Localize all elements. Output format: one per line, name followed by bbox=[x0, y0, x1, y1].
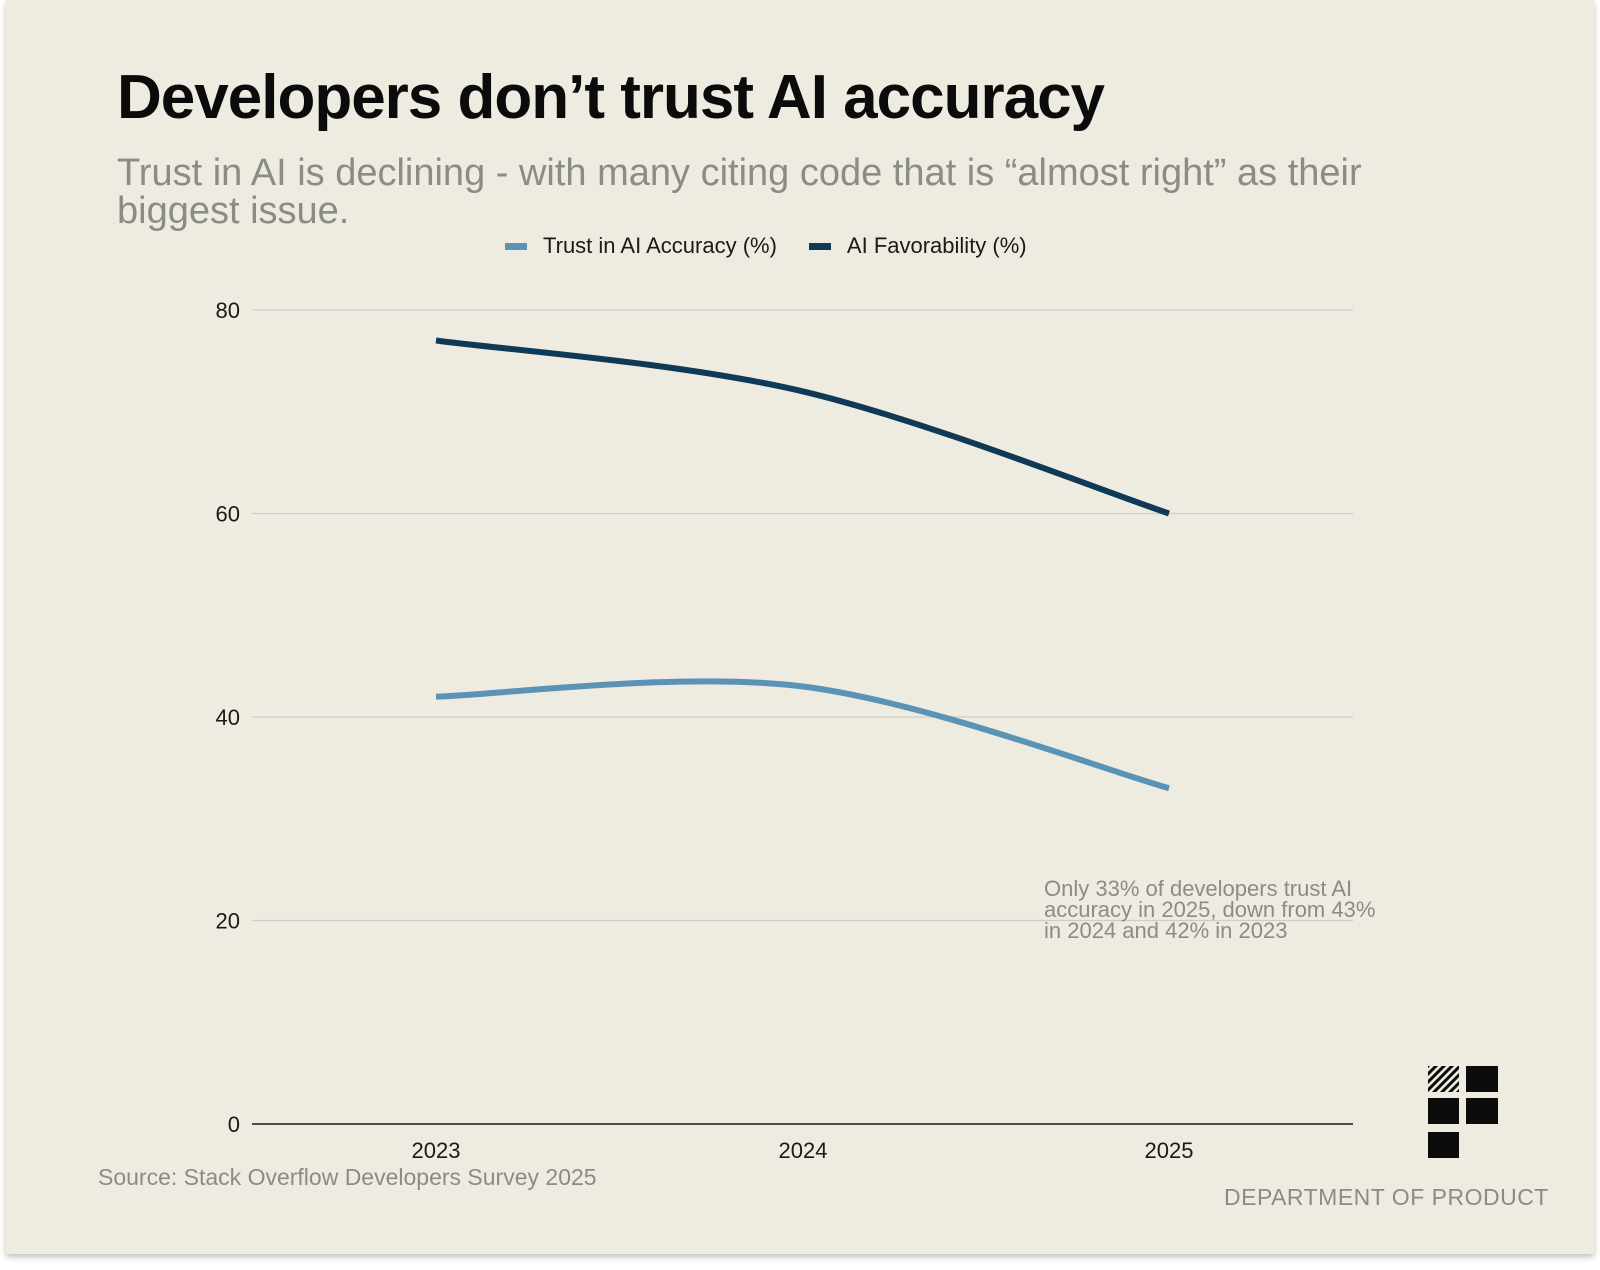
data-point bbox=[803, 686, 804, 687]
legend-swatch-favorability bbox=[808, 242, 831, 250]
legend-item-favorability: AI Favorability (%) bbox=[808, 233, 1027, 259]
y-tick-label: 0 bbox=[228, 1112, 240, 1137]
chart-annotation: Only 33% of developers trust AI accuracy … bbox=[1044, 876, 1375, 943]
x-tick-label: 2023 bbox=[412, 1138, 461, 1163]
legend: Trust in AI Accuracy (%) AI Favorability… bbox=[505, 233, 1027, 259]
y-tick-label: 20 bbox=[216, 909, 240, 934]
data-point bbox=[1169, 513, 1170, 514]
data-point bbox=[436, 340, 437, 341]
y-tick-label: 60 bbox=[216, 502, 240, 527]
legend-label-trust: Trust in AI Accuracy (%) bbox=[543, 233, 777, 258]
annotation-line: accuracy in 2025, down from 43% bbox=[1044, 897, 1375, 922]
source-note: Source: Stack Overflow Developers Survey… bbox=[98, 1164, 597, 1190]
legend-label-favorability: AI Favorability (%) bbox=[846, 233, 1027, 258]
x-tick-label: 2025 bbox=[1145, 1138, 1194, 1163]
chart-title: Developers don’t trust AI accuracy bbox=[117, 63, 1105, 132]
series-line-trust bbox=[435, 678, 1170, 792]
data-point bbox=[436, 696, 437, 697]
annotation-line: Only 33% of developers trust AI bbox=[1044, 876, 1352, 901]
y-tick-label: 80 bbox=[216, 298, 240, 323]
annotation-line: in 2024 and 42% in 2023 bbox=[1044, 918, 1287, 943]
series-line-favorability bbox=[435, 337, 1170, 517]
brand-name: DEPARTMENT OF PRODUCT bbox=[1224, 1184, 1549, 1210]
data-point bbox=[1169, 788, 1170, 789]
department-logo-icon bbox=[1428, 1066, 1498, 1158]
data-point bbox=[803, 391, 804, 392]
legend-swatch-trust bbox=[505, 242, 527, 250]
chart-card bbox=[6, 0, 1594, 1254]
x-tick-label: 2024 bbox=[779, 1138, 828, 1163]
legend-item-trust: Trust in AI Accuracy (%) bbox=[505, 233, 777, 259]
y-tick-label: 40 bbox=[216, 705, 240, 730]
chart-subtitle: Trust in AI is declining - with many cit… bbox=[117, 152, 1362, 232]
